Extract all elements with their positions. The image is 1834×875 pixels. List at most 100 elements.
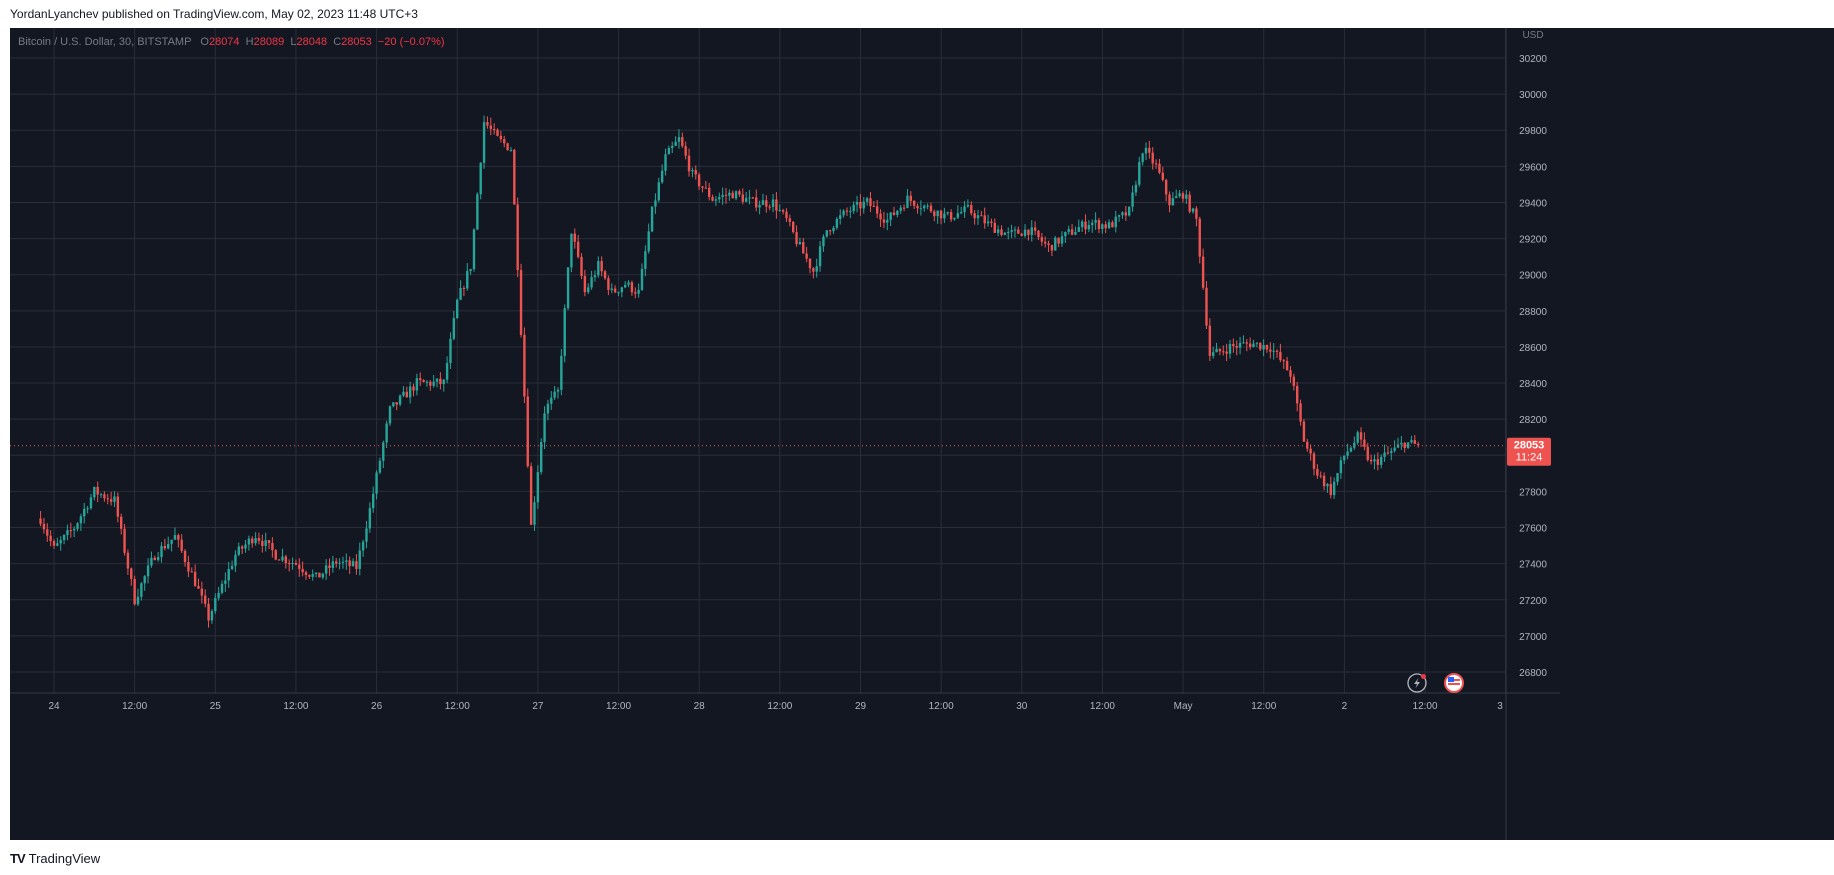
candle-body <box>284 556 288 564</box>
close-label: C <box>333 36 342 48</box>
candle-body <box>429 381 432 386</box>
candle-body <box>714 199 718 201</box>
candle-body <box>1007 231 1010 233</box>
candle-body <box>1359 432 1363 440</box>
candle-body <box>916 205 919 209</box>
candle-body <box>126 552 130 569</box>
chart-area[interactable]: USD 30200 30000 29800 29600 29400 29200 29000 2… <box>10 28 1834 840</box>
time-tick-label: 12:00 <box>283 701 308 712</box>
candle-body <box>419 378 422 381</box>
last-price-value: 28053 <box>1514 440 1545 452</box>
candle-body <box>499 135 503 140</box>
candle-body <box>802 242 805 254</box>
time-tick-label: 26 <box>371 701 383 712</box>
candle-body <box>308 574 311 577</box>
candle-body <box>449 338 452 364</box>
candle-body <box>677 137 681 142</box>
candle-body <box>251 538 254 544</box>
candle-body <box>412 386 415 391</box>
candle-body <box>170 539 173 544</box>
candle-body <box>200 588 204 596</box>
price-tick-label: 27400 <box>1519 560 1547 571</box>
candle-body <box>886 219 889 223</box>
candle-body <box>274 550 277 560</box>
candle-body <box>1403 442 1406 448</box>
candle-body <box>1242 342 1245 344</box>
candle-body <box>1117 215 1121 217</box>
tradingview-logo[interactable]: TV TradingView <box>10 851 100 866</box>
candle-body <box>835 218 839 228</box>
candle-body <box>852 204 855 212</box>
candle-body <box>573 233 576 242</box>
candle-body <box>855 201 859 205</box>
candle-body <box>785 211 788 219</box>
candle-body <box>244 544 247 549</box>
candle-body <box>89 497 93 509</box>
candle-body <box>902 207 906 209</box>
candle-body <box>956 213 960 218</box>
candle-body <box>72 528 76 531</box>
candle-body <box>1114 216 1117 228</box>
time-axis: 24 12:00 25 12:00 26 12:00 27 12:00 28 12:00 29 12:… <box>48 701 1503 712</box>
candle-body <box>1265 344 1269 350</box>
candle-body <box>187 562 190 572</box>
candle-body <box>1037 230 1040 238</box>
candle-body <box>768 206 771 208</box>
candle-body <box>76 523 79 529</box>
candle-body <box>62 535 66 540</box>
time-tick-label: 25 <box>210 701 222 712</box>
candle-body <box>892 212 896 215</box>
candle-body <box>503 139 506 144</box>
candlestick-chart[interactable]: USD 30200 30000 29800 29600 29400 29200 29000 2… <box>10 28 1834 840</box>
candle-body <box>173 535 177 540</box>
candle-body <box>1312 453 1316 469</box>
candle-body <box>1188 194 1191 212</box>
candle-body <box>711 196 714 201</box>
candle-body <box>842 210 845 216</box>
candle-body <box>976 215 980 219</box>
candle-body <box>469 269 472 271</box>
candle-body <box>294 562 298 565</box>
candle-body <box>832 227 835 232</box>
candle-body <box>590 277 593 288</box>
open-label: O <box>200 36 209 48</box>
candle-body <box>724 194 728 196</box>
us-flag-icon[interactable] <box>1444 673 1464 693</box>
candle-body <box>990 221 993 223</box>
candle-body <box>1030 227 1033 235</box>
candle-body <box>1101 224 1104 229</box>
candle-body <box>1060 236 1064 244</box>
candle-body <box>214 597 217 612</box>
candle-body <box>637 289 640 294</box>
candle-body <box>368 508 372 529</box>
candle-body <box>1111 222 1114 228</box>
candle-body <box>1356 432 1359 443</box>
candle-body <box>529 466 533 525</box>
candle-body <box>1343 455 1346 461</box>
time-tick-label: 12:00 <box>606 701 631 712</box>
candle-body <box>52 541 56 546</box>
candle-body <box>923 205 926 209</box>
candle-body <box>190 571 193 573</box>
price-tick-label: 30200 <box>1519 54 1547 65</box>
candle-body <box>1127 206 1131 216</box>
candle-body <box>1232 344 1235 346</box>
candle-body <box>314 572 318 575</box>
candle-body <box>261 540 264 546</box>
candle-body <box>180 539 183 551</box>
candle-body <box>133 579 136 605</box>
candle-body <box>281 556 284 561</box>
time-tick-label: 2 <box>1342 701 1348 712</box>
time-tick-label: 12:00 <box>1251 701 1276 712</box>
candle-body <box>869 198 872 207</box>
candle-body <box>1043 241 1047 244</box>
candle-body <box>674 141 677 146</box>
price-axis: 30200 30000 29800 29600 29400 29200 29000 28800… <box>1519 54 1547 679</box>
lightning-icon[interactable] <box>1407 673 1427 693</box>
candle-body <box>865 198 869 202</box>
candle-body <box>516 204 519 271</box>
candle-body <box>1191 208 1195 212</box>
last-price-tag-bg <box>1507 437 1551 466</box>
time-tick-label: 12:00 <box>929 701 954 712</box>
price-tick-label: 29600 <box>1519 162 1547 173</box>
